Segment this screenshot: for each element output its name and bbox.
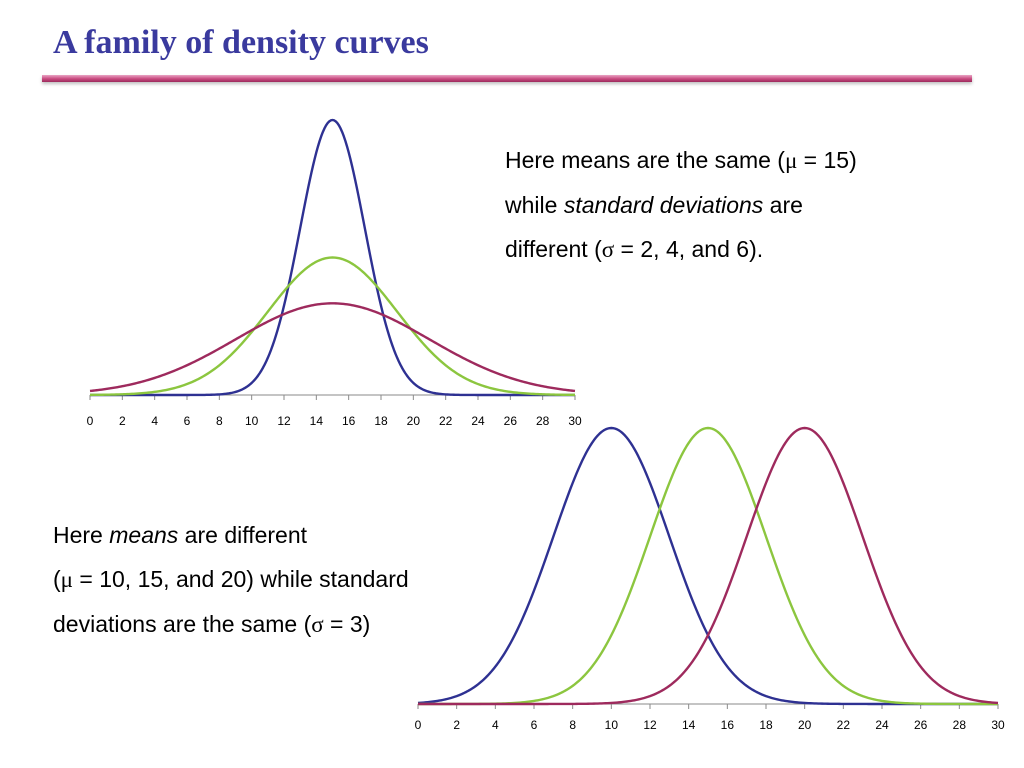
x-tick-label: 8 (216, 414, 223, 428)
x-tick-label: 18 (374, 414, 388, 428)
density-curve-1 (417, 426, 998, 706)
density-curve-2 (89, 256, 576, 397)
x-tick-label: 30 (991, 718, 1005, 732)
x-tick-label: 24 (471, 414, 485, 428)
x-tick-label: 14 (682, 718, 696, 732)
x-tick-label: 16 (342, 414, 356, 428)
x-tick-label: 16 (721, 718, 735, 732)
x-tick-label: 4 (492, 718, 499, 732)
x-tick-label: 8 (569, 718, 576, 732)
x-tick-label: 20 (798, 718, 812, 732)
top-text-line-2: while standard deviations are (505, 192, 803, 218)
top-text-line-3: different (σ = 2, 4, and 6). (505, 236, 764, 262)
sigma-symbol: σ (601, 237, 615, 262)
x-tick-label: 6 (531, 718, 538, 732)
x-tick-label: 28 (536, 414, 550, 428)
density-curve-3 (418, 426, 999, 706)
mu-symbol: μ (784, 148, 798, 173)
x-tick-label: 22 (439, 414, 453, 428)
x-tick-label: 30 (568, 414, 582, 428)
x-tick-label: 10 (245, 414, 259, 428)
emphasis-means: means (109, 522, 179, 548)
x-tick-label: 28 (953, 718, 967, 732)
bottom-text-line-2: (μ = 10, 15, and 20) while standard (53, 566, 409, 592)
x-tick-label: 18 (759, 718, 773, 732)
density-curve-3 (89, 302, 576, 393)
x-tick-label: 2 (119, 414, 126, 428)
x-tick-label: 12 (643, 718, 657, 732)
bottom-text-line-1: Here means are different (53, 522, 308, 548)
mu-symbol: μ (60, 567, 74, 592)
density-chart-2: 0 2 4 6 8 10 12 14 16 18 20 22 24 26 28 30 (415, 426, 1005, 732)
emphasis-standard-deviations: standard deviations (563, 192, 764, 218)
x-tick-label: 0 (87, 414, 94, 428)
x-tick-label: 10 (605, 718, 619, 732)
bottom-text-line-3: deviations are the same (σ = 3) (53, 611, 371, 637)
top-text-line-1: Here means are the same (μ = 15) (505, 147, 857, 173)
x-tick-label: 20 (407, 414, 421, 428)
x-tick-label: 26 (914, 718, 928, 732)
x-tick-label: 14 (310, 414, 324, 428)
bottom-explanation-text: Here means are different (μ = 10, 15, an… (53, 513, 409, 647)
x-tick-label: 4 (151, 414, 158, 428)
x-tick-label: 6 (184, 414, 191, 428)
top-explanation-text: Here means are the same (μ = 15) while s… (505, 138, 857, 272)
x-tick-label: 22 (837, 718, 851, 732)
x-tick-label: 24 (875, 718, 889, 732)
x-tick-label: 0 (415, 718, 422, 732)
title-underline (42, 75, 972, 82)
density-curve-2 (418, 426, 998, 706)
slide-title: A family of density curves (53, 24, 429, 61)
x-tick-label: 12 (277, 414, 291, 428)
x-tick-label: 2 (453, 718, 460, 732)
density-chart-1: 0 2 4 6 8 10 12 14 16 18 20 22 24 26 28 30 (87, 118, 582, 428)
density-curve-1 (90, 118, 575, 397)
x-tick-label: 26 (504, 414, 518, 428)
sigma-symbol: σ (311, 612, 324, 637)
